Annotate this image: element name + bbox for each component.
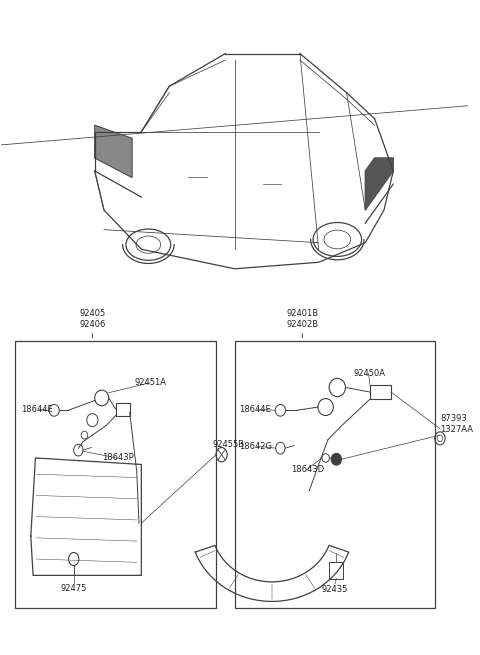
Polygon shape	[365, 158, 393, 210]
Polygon shape	[95, 125, 132, 178]
Bar	[235, 341, 435, 608]
Text: 92435: 92435	[322, 585, 348, 594]
Text: 1327AA: 1327AA	[440, 424, 473, 434]
Text: 18644E: 18644E	[21, 405, 53, 413]
Text: 18643D: 18643D	[291, 465, 324, 474]
Text: 18644E: 18644E	[240, 405, 271, 413]
Text: 92405: 92405	[79, 309, 106, 318]
Text: 92455B: 92455B	[213, 440, 245, 449]
Text: 18642G: 18642G	[240, 441, 272, 451]
Text: 92451A: 92451A	[134, 379, 167, 388]
Text: 92401B: 92401B	[286, 309, 318, 318]
Text: 87393: 87393	[440, 415, 467, 423]
Text: 92450A: 92450A	[354, 369, 385, 378]
Bar	[15, 341, 216, 608]
Text: 92402B: 92402B	[286, 320, 318, 329]
Bar	[329, 562, 343, 578]
Text: 92475: 92475	[60, 584, 87, 593]
Text: 92406: 92406	[79, 320, 106, 329]
Text: 18643P: 18643P	[102, 453, 133, 462]
Ellipse shape	[331, 453, 341, 465]
